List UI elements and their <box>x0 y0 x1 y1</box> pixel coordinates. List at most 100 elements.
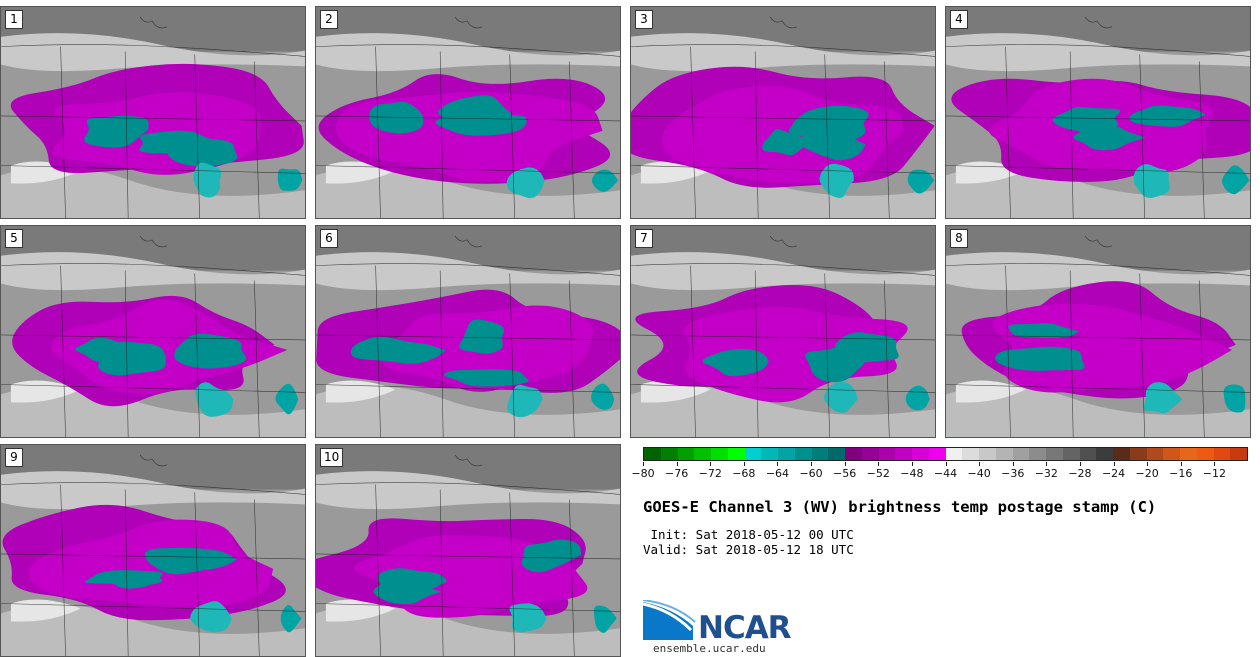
colorbar-tick-label: −40 <box>967 467 991 480</box>
panel-label: 10 <box>320 448 344 467</box>
colorbar-swatch <box>694 448 711 460</box>
colorbar-tick <box>1113 462 1115 466</box>
postage-stamp-panel: 10 <box>315 444 621 657</box>
colorbar-swatch <box>895 448 912 460</box>
wv-map <box>946 226 1250 437</box>
wv-map <box>316 226 620 437</box>
colorbar-swatch <box>1096 448 1113 460</box>
colorbar-swatch <box>744 448 762 460</box>
colorbar-swatch <box>794 448 812 460</box>
colorbar-swatch <box>912 448 929 460</box>
colorbar-swatch <box>1146 448 1164 460</box>
colorbar-tick <box>1079 462 1081 466</box>
postage-stamp-panel: 6 <box>315 225 621 438</box>
panel-label: 3 <box>635 10 653 29</box>
colorbar-swatch <box>1129 448 1147 460</box>
colorbar-swatch <box>1180 448 1197 460</box>
colorbar-tick <box>643 462 644 466</box>
colorbar-tick-label: −32 <box>1034 467 1058 480</box>
postage-stamp-panel: 2 <box>315 6 621 219</box>
wv-map <box>316 445 620 656</box>
ncar-logo-icon <box>643 600 696 640</box>
colorbar-swatch <box>811 448 829 460</box>
wv-map <box>1 226 305 437</box>
colorbar-tick-label: −20 <box>1135 467 1159 480</box>
colorbar-tick <box>945 462 947 466</box>
colorbar-tick <box>1180 462 1182 466</box>
colorbar-tick-label: −36 <box>1001 467 1025 480</box>
postage-stamp-panel: 8 <box>945 225 1251 438</box>
panel-label: 5 <box>5 229 23 248</box>
postage-stamp-panel: 4 <box>945 6 1251 219</box>
panel-label: 4 <box>950 10 968 29</box>
colorbar-swatch <box>711 448 728 460</box>
colorbar-swatch <box>979 448 996 460</box>
valid-time: Valid: Sat 2018-05-12 18 UTC <box>643 542 854 557</box>
colorbar-tick <box>710 462 712 466</box>
colorbar-swatch <box>861 448 879 460</box>
colorbar-tick <box>777 462 779 466</box>
colorbar-swatch <box>995 448 1013 460</box>
colorbar-tick-label: −76 <box>665 467 689 480</box>
colorbar-swatch <box>778 448 795 460</box>
postage-stamp-panel: 3 <box>630 6 936 219</box>
wv-map <box>631 7 935 218</box>
postage-stamp-panel: 1 <box>0 6 306 219</box>
postage-stamp-panel: 5 <box>0 225 306 438</box>
colorbar-swatch <box>945 448 963 460</box>
colorbar-swatch <box>878 448 896 460</box>
colorbar-tick-label: −28 <box>1068 467 1092 480</box>
colorbar-swatch <box>962 448 979 460</box>
colorbar-swatch <box>660 448 678 460</box>
colorbar-swatch <box>1046 448 1063 460</box>
colorbar-tick <box>878 462 880 466</box>
colorbar-swatch <box>677 448 695 460</box>
colorbar-tick <box>811 462 813 466</box>
colorbar <box>643 447 1248 461</box>
postage-stamp-panel: 7 <box>630 225 936 438</box>
colorbar-tick <box>743 462 745 466</box>
colorbar-swatch <box>1113 448 1130 460</box>
panel-label: 1 <box>5 10 23 29</box>
colorbar-swatch <box>1012 448 1030 460</box>
colorbar-tick-label: −80 <box>631 467 655 480</box>
colorbar-tick <box>1012 462 1014 466</box>
colorbar-tick-label: −60 <box>799 467 823 480</box>
colorbar-swatch <box>1029 448 1046 460</box>
colorbar-swatch <box>928 448 946 460</box>
logo-url: ensemble.ucar.edu <box>653 642 766 655</box>
colorbar-swatch <box>1196 448 1214 460</box>
colorbar-tick-label: −56 <box>833 467 857 480</box>
wv-map <box>1 7 305 218</box>
colorbar-swatch <box>828 448 845 460</box>
colorbar-swatch <box>727 448 745 460</box>
colorbar-tick-label: −64 <box>765 467 790 480</box>
colorbar-swatch <box>1163 448 1180 460</box>
panel-label: 2 <box>320 10 338 29</box>
colorbar-tick <box>979 462 981 466</box>
postage-stamp-panel: 9 <box>0 444 306 657</box>
wv-map <box>946 7 1250 218</box>
wv-map <box>316 7 620 218</box>
colorbar-tick-label: −52 <box>866 467 890 480</box>
colorbar-tick <box>1147 462 1149 466</box>
colorbar-tick <box>911 462 913 466</box>
figure-title: GOES-E Channel 3 (WV) brightness temp po… <box>643 498 1157 516</box>
wv-map <box>631 226 935 437</box>
colorbar-swatch <box>1230 448 1247 460</box>
panel-label: 9 <box>5 448 23 467</box>
colorbar-tick-label: −44 <box>933 467 958 480</box>
colorbar-ticks: −80 −76 −72 −68 −64 −60 −56 −52 −48 −44 −40 −36 −32−… <box>631 462 1248 482</box>
panel-label: 7 <box>635 229 653 248</box>
colorbar-tick <box>676 462 678 466</box>
colorbar-tick-label: −48 <box>900 467 924 480</box>
init-time: Init: Sat 2018-05-12 00 UTC <box>643 527 854 542</box>
colorbar-swatch <box>1062 448 1080 460</box>
colorbar-swatch <box>761 448 778 460</box>
colorbar-tick-label: −68 <box>732 467 756 480</box>
wv-map <box>1 445 305 656</box>
colorbar-swatch <box>1213 448 1231 460</box>
colorbar-tick <box>1046 462 1048 466</box>
colorbar-tick-label: −72 <box>698 467 722 480</box>
colorbar-tick-label: −16 <box>1169 467 1193 480</box>
